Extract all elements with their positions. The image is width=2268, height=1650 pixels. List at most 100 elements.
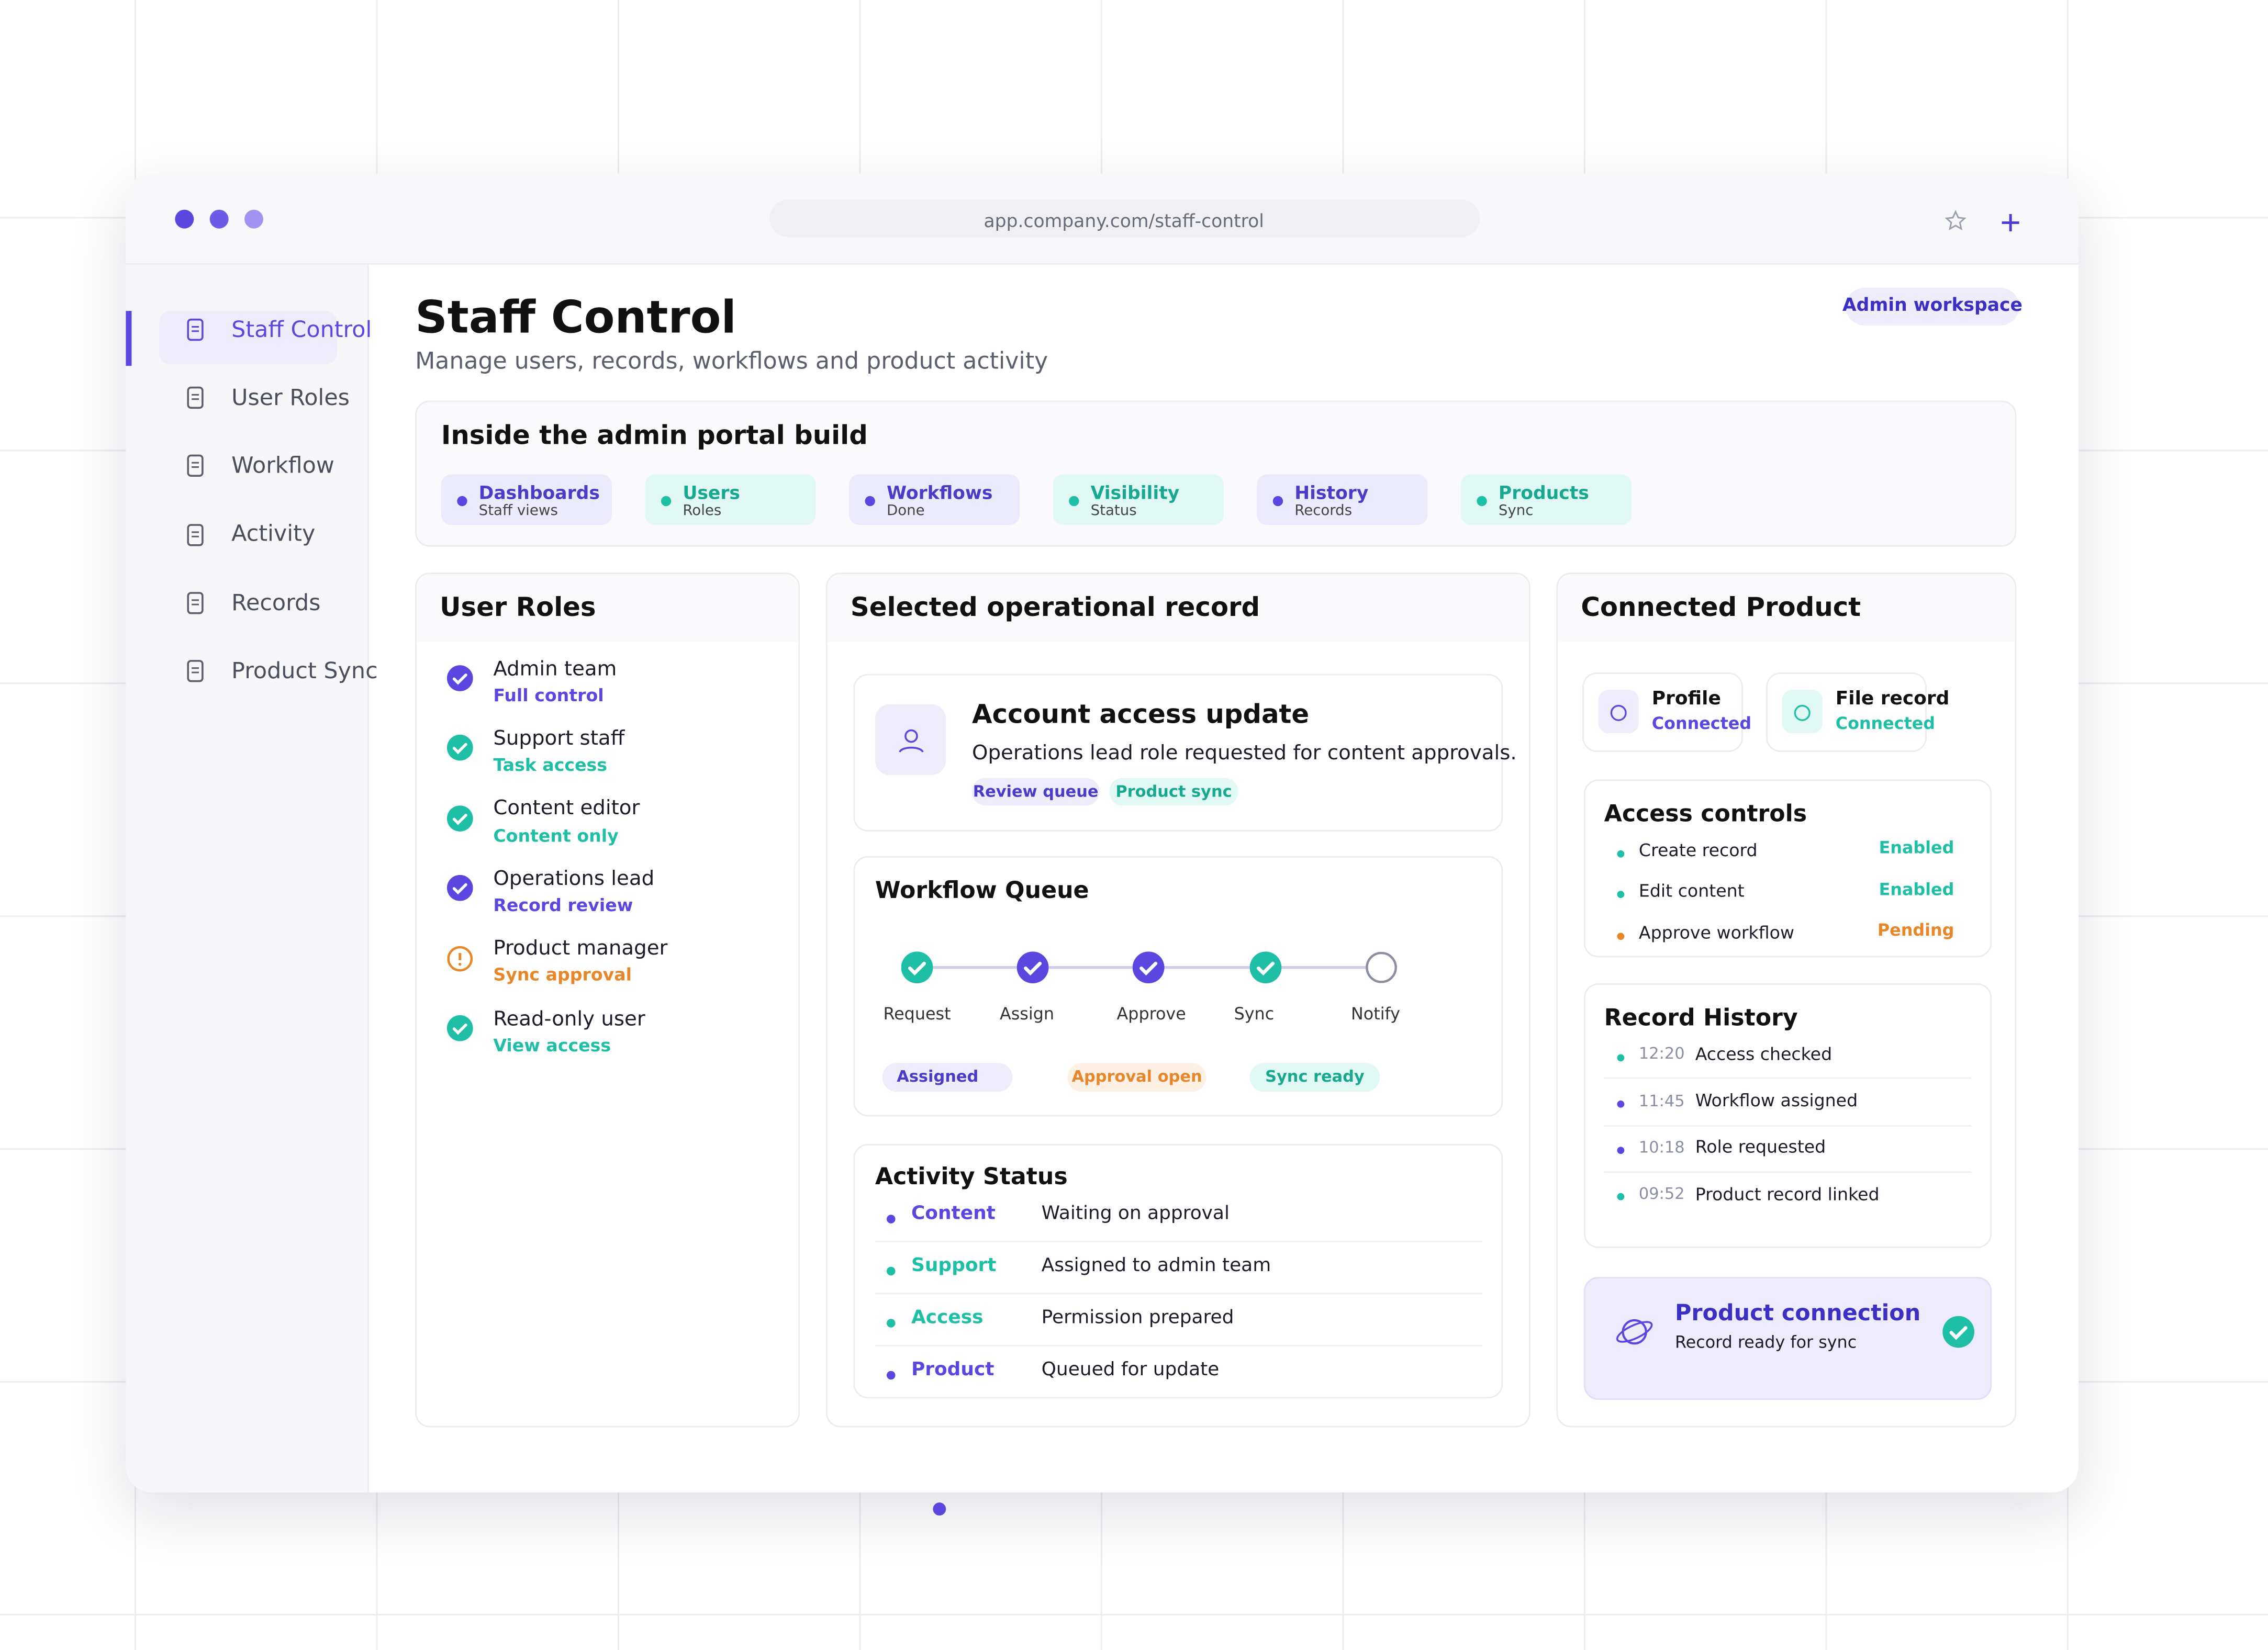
chip (441, 474, 612, 525)
product-card-glyph-svg (1794, 704, 1811, 721)
role-name: Admin team (493, 657, 617, 681)
step-pending-svg (1366, 951, 1397, 983)
product-card-title: Profile (1651, 688, 1721, 711)
workflow-tag (1067, 1063, 1206, 1092)
activity-text: Queued for update (1041, 1360, 1220, 1382)
chip (1053, 474, 1224, 525)
activity-text: Waiting on approval (1041, 1203, 1230, 1226)
product-card-glyph-svg (1610, 704, 1627, 721)
nav-icon (182, 658, 208, 684)
role-access: Task access (493, 755, 608, 776)
step-check (901, 951, 933, 984)
history-dot (1616, 1193, 1624, 1201)
connection-text: Record ready for sync (1675, 1332, 1857, 1353)
url-bar (769, 199, 1480, 238)
role-name: Read-only user (493, 1007, 645, 1031)
step-check (1132, 951, 1165, 984)
workflow-title: Workflow Queue (875, 877, 1089, 905)
access-panel (1583, 779, 1992, 958)
connection-check (1942, 1316, 1975, 1348)
plus-icon-svg (2002, 214, 2019, 232)
role-access: Record review (493, 895, 633, 916)
role-check (446, 1015, 473, 1041)
nav-label: Records (231, 589, 321, 615)
activity-dot (886, 1266, 896, 1276)
step-check-svg (901, 951, 933, 984)
step-check-svg (1016, 951, 1049, 984)
access-label: Approve workflow (1638, 922, 1795, 943)
chip (1461, 474, 1632, 525)
history-dot (1616, 1053, 1624, 1061)
activity-label: Access (911, 1307, 984, 1330)
history-time: 11:45 (1638, 1091, 1685, 1110)
step-check-svg (1132, 951, 1165, 984)
nav-icon-svg (187, 660, 204, 682)
access-status: Enabled (1879, 879, 1954, 899)
column-header (827, 574, 1529, 642)
chip-dot (864, 495, 875, 506)
role-check-svg (446, 805, 473, 832)
row-divider (1604, 1077, 1972, 1080)
plus-icon (1999, 211, 2022, 234)
chip-sub: Status (1090, 503, 1137, 520)
role-check (446, 735, 473, 761)
activity-title: Activity Status (875, 1163, 1068, 1191)
nav-icon-svg (187, 591, 204, 614)
star-icon-svg (1945, 210, 1967, 231)
role-warning-svg (447, 945, 473, 971)
role-check (446, 805, 473, 832)
nav-icon-svg (187, 387, 204, 409)
product-card-icon (1598, 690, 1639, 734)
row-divider (875, 1344, 1483, 1346)
chip-dot (456, 495, 467, 506)
badge (1846, 287, 2019, 325)
role-check-svg (446, 735, 473, 761)
record-title: Account access update (972, 700, 1310, 731)
row-divider (875, 1240, 1483, 1242)
role-access: Content only (493, 825, 619, 846)
access-dot (1616, 849, 1624, 857)
chip (849, 474, 1020, 525)
step-label: Notify (1351, 1004, 1400, 1024)
access-status: Pending (1877, 919, 1954, 940)
history-dot (1616, 1147, 1624, 1154)
nav-icon-svg (187, 455, 204, 478)
chip-sub: Done (886, 503, 925, 520)
chip-dot (1068, 495, 1079, 506)
connection-icon-svg (1616, 1319, 1653, 1345)
connection-icon (1614, 1311, 1655, 1352)
step-pending (1366, 951, 1398, 983)
role-check (446, 875, 473, 902)
role-check-svg (446, 665, 473, 691)
record-tag-label: Product sync (1115, 783, 1232, 802)
record-text: Operations lead role requested for conte… (972, 741, 1517, 765)
role-access: Sync approval (493, 965, 632, 985)
column-title: Connected Product (1581, 593, 1861, 624)
activity-label: Support (911, 1255, 997, 1277)
history-text: Access checked (1695, 1043, 1833, 1064)
access-dot (1616, 932, 1624, 939)
history-time: 09:52 (1638, 1185, 1685, 1204)
chip-dot (1476, 495, 1487, 506)
history-text: Role requested (1695, 1137, 1826, 1158)
chip-label: Users (683, 480, 740, 503)
connection-panel (1583, 1277, 1992, 1400)
access-title: Access controls (1604, 800, 1807, 828)
activity-dot (886, 1371, 896, 1380)
row-divider (1604, 1124, 1972, 1126)
active-indicator (126, 311, 132, 366)
chip (645, 474, 816, 525)
access-dot (1616, 891, 1624, 899)
role-check (446, 665, 473, 691)
nav-icon-svg (187, 318, 204, 341)
step-label: Approve (1116, 1004, 1186, 1024)
nav-icon (182, 385, 208, 411)
window-dot (243, 209, 263, 228)
build-title: Inside the admin portal build (441, 421, 868, 452)
product-card-title: File record (1835, 688, 1950, 711)
role-name: Product manager (493, 937, 668, 961)
history-dot (1616, 1100, 1624, 1108)
nav-label: Staff Control (231, 316, 372, 343)
